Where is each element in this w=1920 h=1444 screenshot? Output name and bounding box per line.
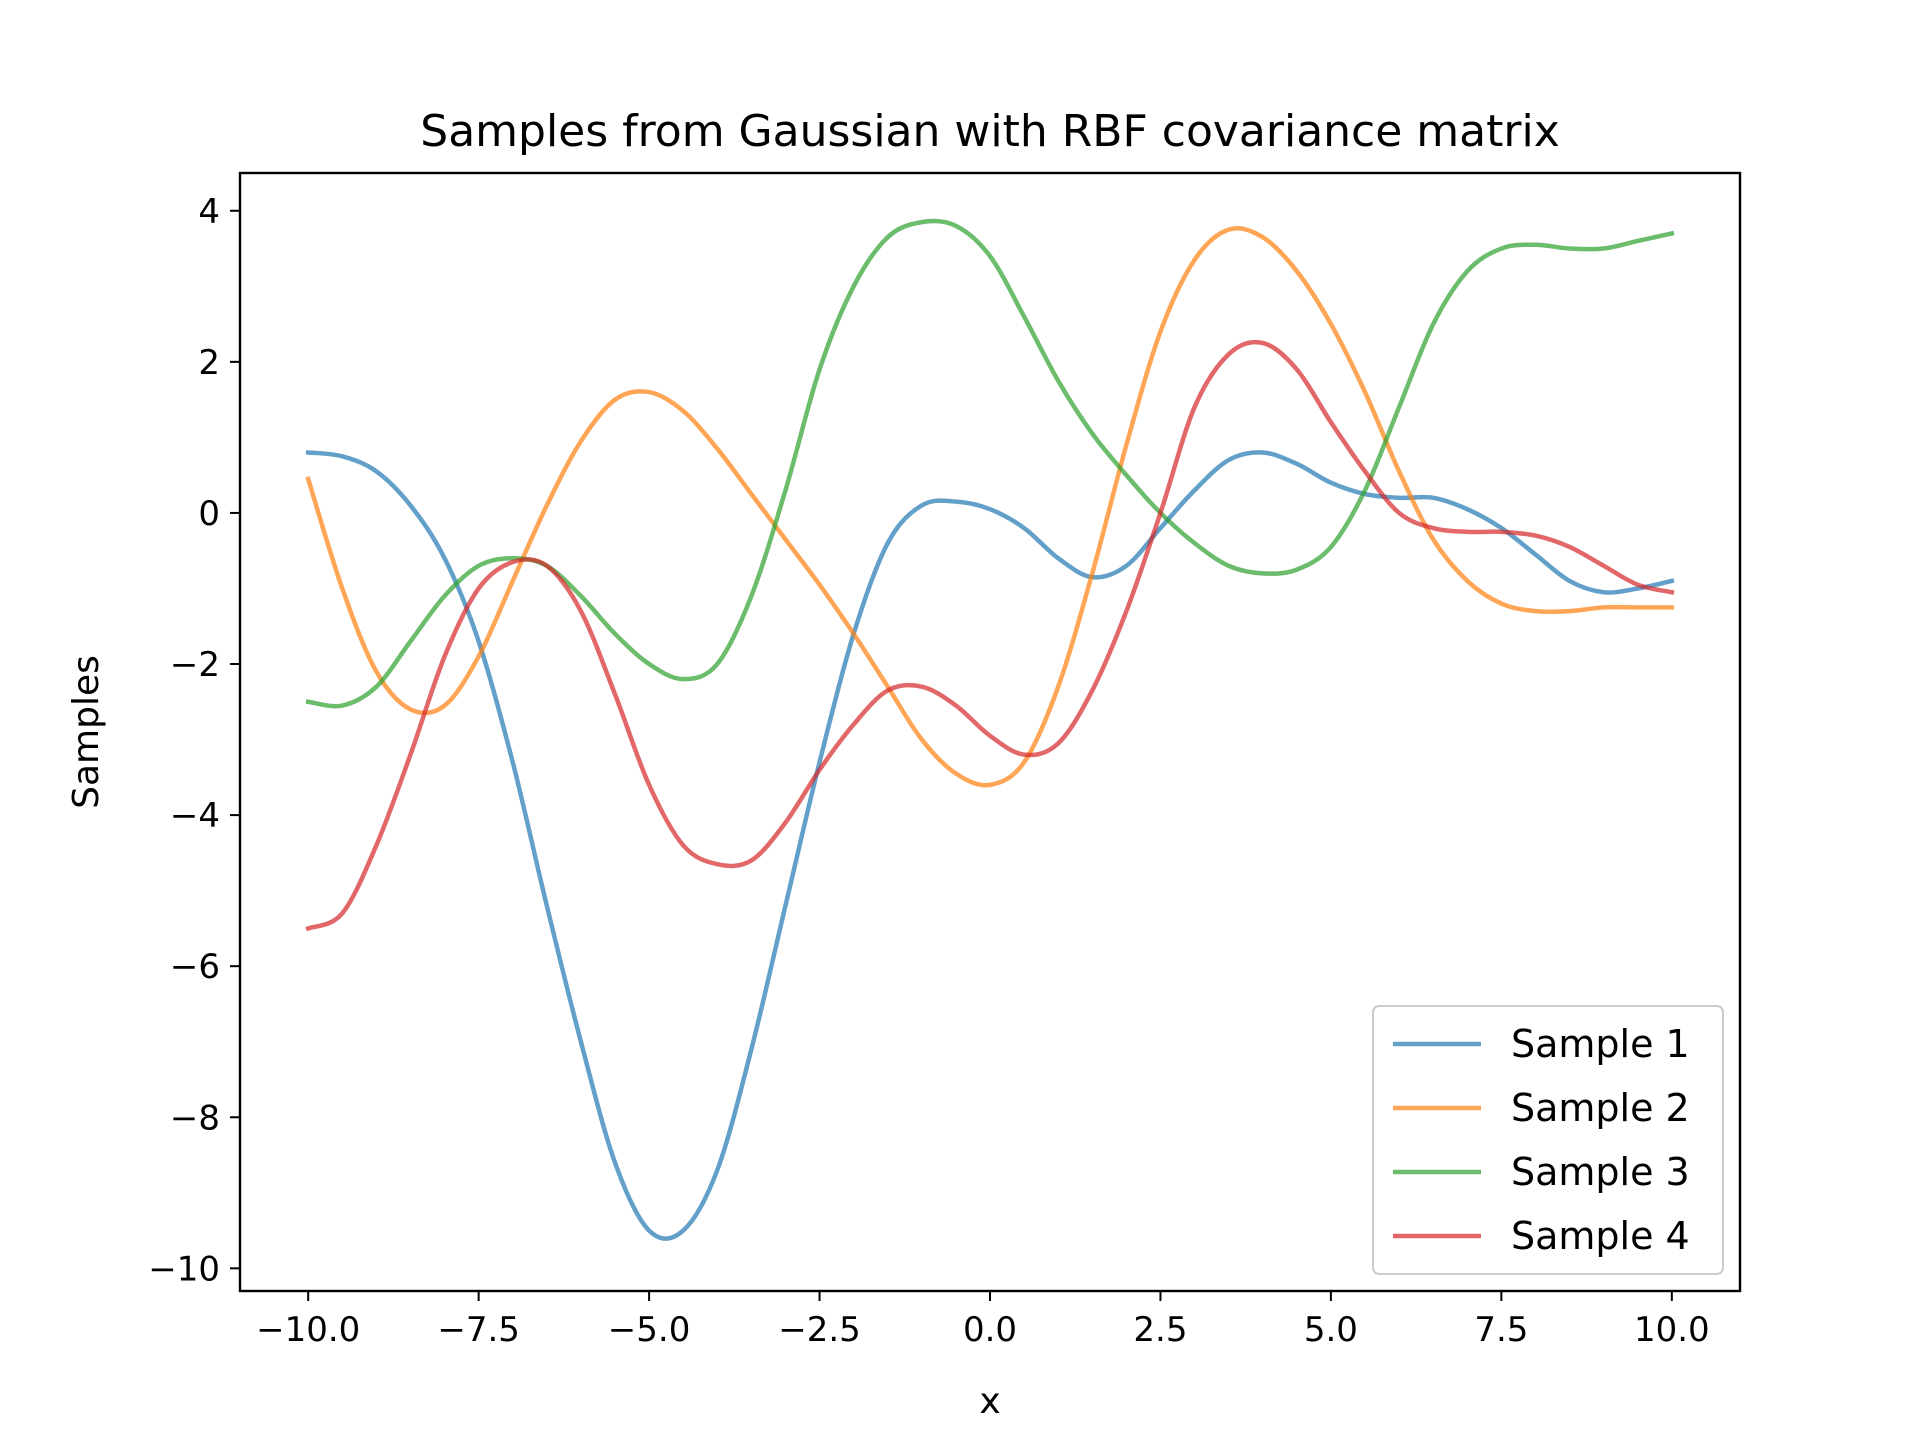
legend: Sample 1 Sample 2 Sample 3 Sample 4 (1372, 1005, 1724, 1275)
legend-label-4: Sample 4 (1511, 1214, 1690, 1258)
x-tick-label: 0.0 (963, 1310, 1017, 1350)
y-tick-label: −10 (148, 1249, 220, 1289)
x-tick-label: −5.0 (608, 1310, 691, 1350)
series-line-1 (305, 450, 1675, 1241)
y-tick-label: 0 (198, 494, 220, 534)
x-tick-label: −10.0 (256, 1310, 360, 1350)
y-tick-label: −2 (170, 645, 220, 685)
series-layer (305, 218, 1675, 1241)
x-tick-label: −7.5 (437, 1310, 520, 1350)
y-tick-label: 2 (198, 343, 220, 383)
y-tick-label: −6 (170, 947, 220, 987)
x-axis-label: x (979, 1381, 1000, 1422)
series-line-4 (305, 339, 1675, 932)
chart-title: Samples from Gaussian with RBF covarianc… (420, 106, 1559, 157)
plot-area: −10.0 −7.5 −5.0 −2.5 0.0 2.5 5.0 7.5 10.0 4 2 0 −2 −… (148, 171, 1742, 1350)
y-axis-label: Samples (66, 655, 107, 809)
x-axis: −10.0 −7.5 −5.0 −2.5 0.0 2.5 5.0 7.5 10.0 (256, 1291, 1710, 1350)
legend-label-1: Sample 1 (1511, 1022, 1690, 1066)
x-tick-label: 2.5 (1133, 1310, 1187, 1350)
y-axis: 4 2 0 −2 −4 −6 −8 −10 (148, 192, 240, 1289)
legend-label-3: Sample 3 (1511, 1150, 1690, 1194)
y-tick-label: −8 (170, 1098, 220, 1138)
x-tick-label: 7.5 (1474, 1310, 1528, 1350)
legend-label-2: Sample 2 (1511, 1086, 1690, 1130)
x-tick-label: 5.0 (1304, 1310, 1358, 1350)
x-tick-label: 10.0 (1634, 1310, 1710, 1350)
y-tick-label: 4 (198, 192, 220, 232)
legend-frame (1372, 1005, 1724, 1275)
x-tick-label: −2.5 (778, 1310, 861, 1350)
y-tick-label: −4 (170, 796, 220, 836)
